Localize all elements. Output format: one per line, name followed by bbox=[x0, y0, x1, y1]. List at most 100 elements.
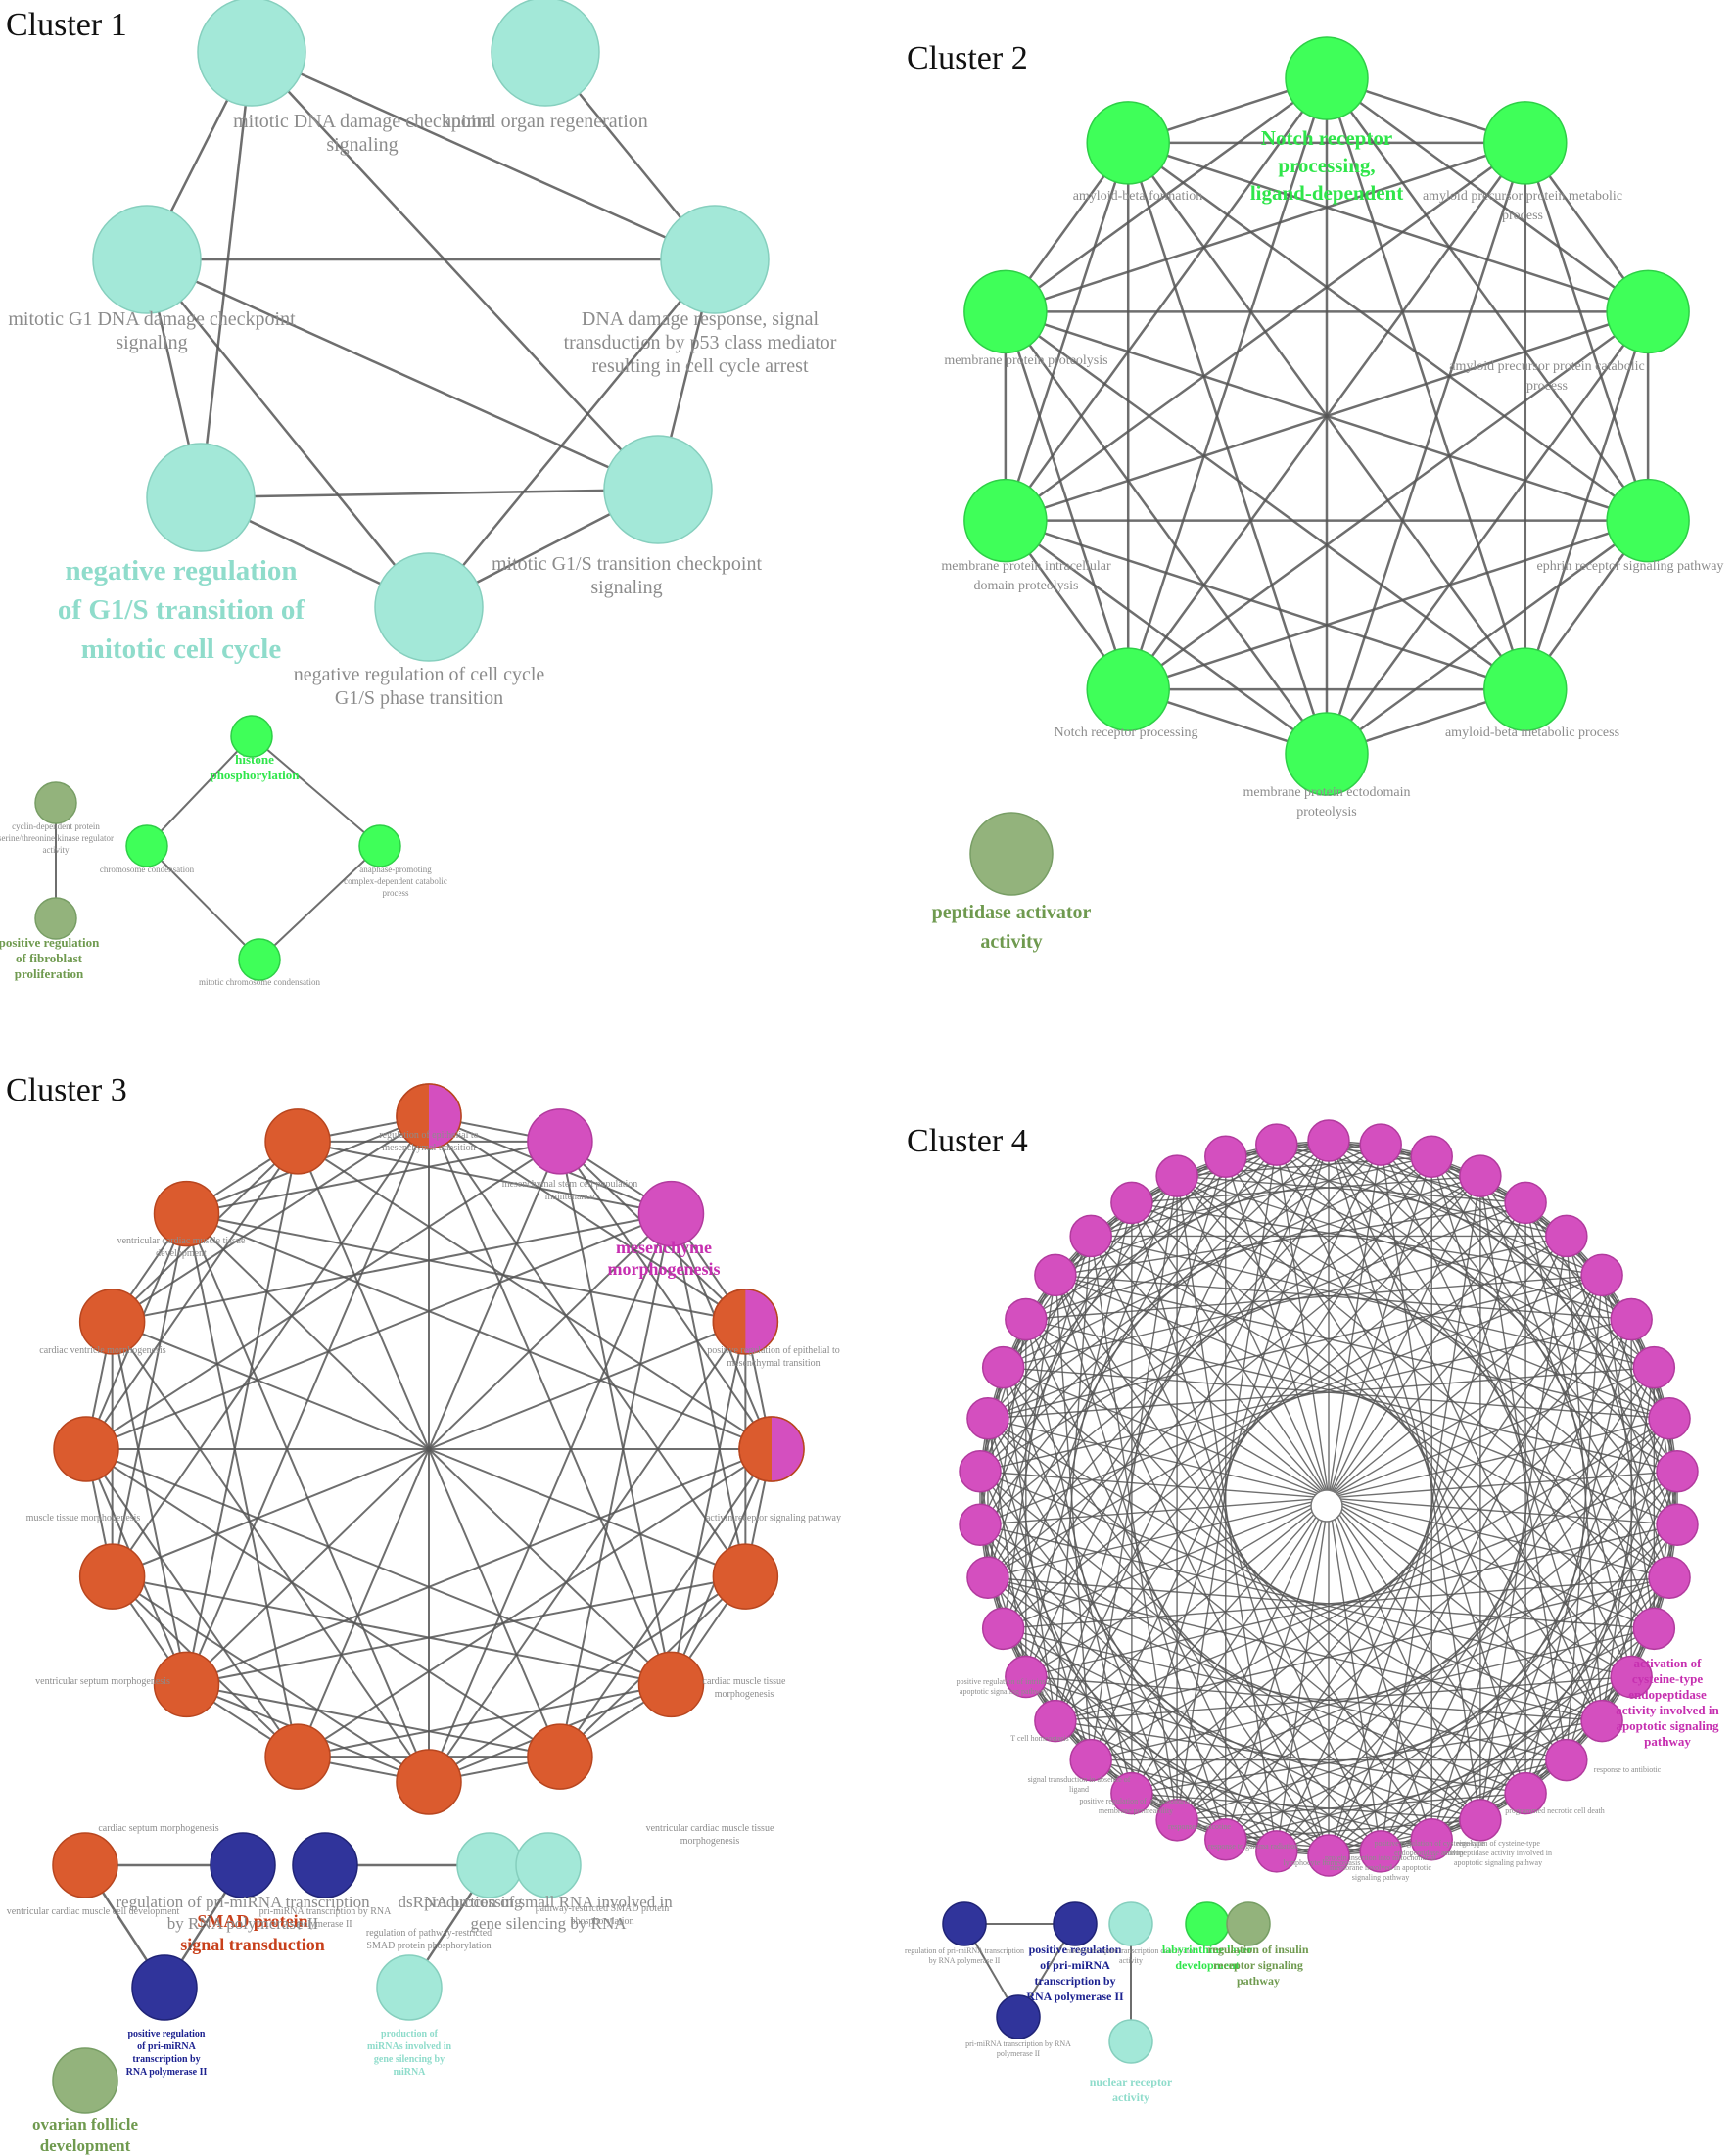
label-c4-4: positive regulation of cysteine-type endo… bbox=[1374, 1839, 1485, 1857]
edge-c4-234 bbox=[1003, 1627, 1432, 1841]
node-c4-15 bbox=[996, 1994, 1041, 2039]
edge-c4-143 bbox=[1524, 1471, 1678, 1794]
edge-c4-25 bbox=[1380, 1144, 1481, 1820]
node-c4-ring-40 bbox=[1204, 1135, 1247, 1178]
edge-c2-33 bbox=[1005, 310, 1526, 691]
edge-c4-120 bbox=[1328, 1367, 1655, 1856]
edge-c4-58 bbox=[987, 1175, 1481, 1578]
edge-c3-56 bbox=[85, 1448, 561, 1758]
edge-c4-291 bbox=[1090, 1176, 1178, 1760]
node-c4-ring-5 bbox=[1545, 1214, 1588, 1258]
edge-c4-108 bbox=[1380, 1319, 1632, 1852]
node-c1-6 bbox=[374, 552, 484, 662]
edge-c4-168 bbox=[1003, 1576, 1670, 1630]
edge-c4-47 bbox=[1276, 1144, 1432, 1157]
edge-c1-15 bbox=[146, 735, 253, 847]
node-c4-ring-31 bbox=[959, 1503, 1002, 1547]
node-c4-ring-19 bbox=[1410, 1818, 1453, 1861]
node-c4-ring-33 bbox=[966, 1397, 1009, 1440]
label-c4-9: positive regulation of mitochondrial memb… bbox=[1079, 1797, 1193, 1815]
node-c3-5 bbox=[712, 1543, 779, 1610]
label-c3-11: cardiac septum morphogenesis bbox=[98, 1823, 218, 1834]
label-c4-14: positive regulation of pri-miRNA transcrip… bbox=[1026, 1943, 1124, 2003]
edge-c4-84 bbox=[987, 1235, 1568, 1578]
node-c3-13 bbox=[78, 1289, 146, 1355]
edge-c2-40 bbox=[1004, 311, 1130, 690]
node-c4-ring-32 bbox=[959, 1449, 1002, 1493]
label-c4-11: T cell homeostasis bbox=[1010, 1734, 1068, 1743]
node-c4-ring-37 bbox=[1069, 1214, 1112, 1258]
node-c1-12 bbox=[238, 938, 281, 981]
edge-c2-36 bbox=[1005, 519, 1328, 756]
node-c4-17 bbox=[1108, 2019, 1153, 2064]
edge-c2-23 bbox=[1127, 141, 1649, 313]
label-c4-6: lymphocyte homeostasis bbox=[1284, 1858, 1361, 1867]
edge-c4-181 bbox=[1131, 1201, 1655, 1629]
edge-c4-81 bbox=[1479, 1236, 1568, 1820]
node-c3-16 bbox=[52, 1832, 118, 1898]
node-c3-10 bbox=[153, 1651, 220, 1718]
label-c3-8: pathway-restricted SMAD protein phosphory… bbox=[536, 1903, 670, 1927]
edge-c4-170 bbox=[1090, 1235, 1670, 1578]
node-c4-18 bbox=[1185, 1901, 1230, 1946]
node-c1-7 bbox=[34, 781, 77, 824]
label-c4-19: regulation of insulin receptor signaling p… bbox=[1207, 1943, 1308, 1988]
label-c4-3: regulation of cysteine-type endopeptidase… bbox=[1444, 1839, 1552, 1867]
node-c4-ring-41 bbox=[1255, 1123, 1298, 1166]
label-c1-3: DNA damage response, signal transduction … bbox=[564, 308, 837, 377]
edge-c4-101 bbox=[1131, 1201, 1603, 1277]
node-c2-6 bbox=[1086, 647, 1170, 731]
node-c3-15 bbox=[264, 1108, 331, 1175]
node-c3-1 bbox=[527, 1108, 593, 1175]
edge-c2-2 bbox=[1325, 77, 1650, 522]
edge-c4-295 bbox=[1002, 1367, 1056, 1721]
edge-c2-34 bbox=[1127, 142, 1526, 690]
label-c4-8: response to nicotine bbox=[1168, 1822, 1231, 1831]
label-c1-12: mitotic chromosome condensation bbox=[199, 977, 320, 987]
edge-c4-254 bbox=[1131, 1202, 1330, 1856]
edge-c4-53 bbox=[1479, 1176, 1568, 1760]
edge-c4-145 bbox=[1225, 1471, 1678, 1841]
edge-c4-260 bbox=[979, 1471, 1278, 1852]
label-c3-18: positive regulation of pri-miRNA transcrip… bbox=[126, 2029, 208, 2078]
edge-c4-309 bbox=[1003, 1175, 1178, 1629]
edge-c3-60 bbox=[112, 1575, 430, 1783]
node-c1-9 bbox=[230, 715, 273, 758]
edge-c4-72 bbox=[987, 1201, 1526, 1420]
edge-c3-21 bbox=[670, 1213, 747, 1577]
edge-c4-156 bbox=[1025, 1523, 1678, 1678]
edge-c4-69 bbox=[1328, 1202, 1526, 1856]
edge-c4-266 bbox=[987, 1576, 1227, 1841]
edge-c4-166 bbox=[1131, 1576, 1670, 1795]
node-c4-19 bbox=[1226, 1901, 1271, 1946]
node-c4-ring-18 bbox=[1459, 1799, 1502, 1842]
edge-c4-8 bbox=[1328, 1140, 1526, 1794]
node-c4-ring-28 bbox=[1005, 1655, 1048, 1699]
edge-c4-11 bbox=[1055, 1140, 1330, 1721]
node-c4-ring-7 bbox=[1610, 1297, 1653, 1341]
node-c3-23 bbox=[52, 2047, 118, 2114]
edge-c4-22 bbox=[1380, 1144, 1655, 1369]
edge-c4-261 bbox=[1025, 1319, 1278, 1852]
edge-c2-37 bbox=[1004, 310, 1329, 755]
edge-c4-267 bbox=[987, 1418, 1227, 1841]
edge-c4-268 bbox=[1055, 1275, 1227, 1840]
edge-c4-304 bbox=[1025, 1144, 1278, 1677]
edge-c4-179 bbox=[987, 1576, 1655, 1630]
node-c2-10 bbox=[969, 812, 1054, 896]
edge-c1-1 bbox=[251, 50, 716, 261]
label-c1-11: anaphase-promoting complex-dependent cata… bbox=[344, 865, 447, 898]
edge-c4-82 bbox=[1276, 1236, 1568, 1852]
node-c4-ring-25 bbox=[1110, 1771, 1153, 1815]
edge-c4-98 bbox=[979, 1274, 1603, 1525]
edge-c4-138 bbox=[1276, 1144, 1670, 1420]
edge-c3-76 bbox=[85, 1141, 299, 1450]
label-c3-12: ventricular septum morphogenesis bbox=[35, 1676, 170, 1687]
edge-c4-206 bbox=[1225, 1758, 1567, 1841]
label-c1-2: mitotic G1 DNA damage checkpoint signalin… bbox=[8, 308, 296, 353]
edge-c4-251 bbox=[979, 1523, 1330, 1856]
label-c4-2: programmed necrotic cell death bbox=[1505, 1806, 1605, 1815]
edge-c4-95 bbox=[1328, 1275, 1603, 1856]
label-c2-0: Notch receptor processing, ligand-dependen… bbox=[1250, 126, 1403, 205]
edge-c4-197 bbox=[1025, 1675, 1603, 1722]
